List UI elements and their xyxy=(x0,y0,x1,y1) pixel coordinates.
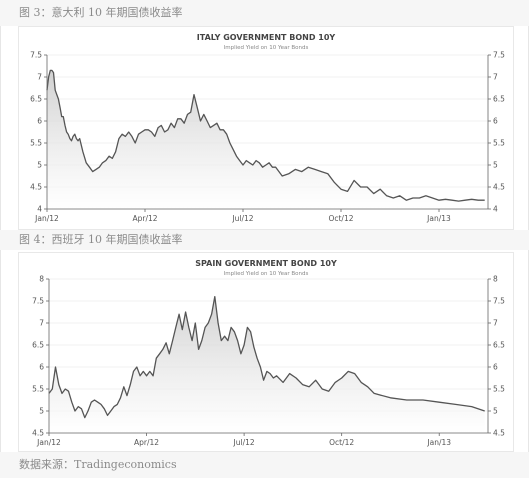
spain-chart-frame: SPAIN GOVERNMENT BOND 10Y Implied Yield o… xyxy=(18,252,514,452)
y-tick-label-left: 6.5 xyxy=(30,95,42,104)
y-tick-label-left: 7.5 xyxy=(32,297,44,306)
y-tick-label-right: 8 xyxy=(493,275,498,284)
chart-title: ITALY GOVERNMENT BOND 10Y xyxy=(197,33,336,42)
source-note: 数据来源：Tradingeconomics xyxy=(0,452,529,478)
y-tick-label-right: 5 xyxy=(493,407,498,416)
x-tick-label: Jan/13 xyxy=(426,438,451,447)
yield-line xyxy=(46,69,485,202)
y-tick-label-right: 4.5 xyxy=(493,183,505,192)
yield-area xyxy=(47,70,485,210)
figure-3-caption: 图 3：意大利 10 年期国债收益率 xyxy=(0,0,529,26)
y-tick-label-left: 7.5 xyxy=(30,51,42,60)
y-tick-label-right: 5 xyxy=(493,161,498,170)
x-tick-label: Jan/12 xyxy=(36,438,61,447)
y-tick-label-left: 8 xyxy=(39,275,44,284)
y-tick-label-left: 5 xyxy=(37,161,42,170)
spain-bond-chart: SPAIN GOVERNMENT BOND 10Y Implied Yield o… xyxy=(32,259,505,447)
italy-bond-chart: ITALY GOVERNMENT BOND 10Y Implied Yield o… xyxy=(30,33,505,223)
x-tick-label: Apr/12 xyxy=(132,214,157,223)
y-tick-label-right: 6.5 xyxy=(493,341,505,350)
x-tick-label: Jan/12 xyxy=(34,214,59,223)
x-tick-label: Oct/12 xyxy=(328,214,353,223)
y-tick-label-left: 6 xyxy=(39,363,44,372)
chart-subtitle: Implied Yield on 10 Year Bonds xyxy=(224,45,309,51)
y-tick-label-left: 7 xyxy=(37,73,42,82)
y-tick-label-left: 5.5 xyxy=(32,385,44,394)
x-tick-label: Apr/12 xyxy=(134,438,159,447)
x-tick-label: Oct/12 xyxy=(329,438,354,447)
y-tick-label-left: 4 xyxy=(37,205,42,214)
italy-chart-frame: ITALY GOVERNMENT BOND 10Y Implied Yield o… xyxy=(18,26,514,230)
y-tick-label-left: 5.5 xyxy=(30,139,42,148)
y-tick-label-left: 6 xyxy=(37,117,42,126)
y-tick-label-right: 6 xyxy=(493,117,498,126)
y-tick-label-right: 6.5 xyxy=(493,95,505,104)
y-tick-label-right: 5.5 xyxy=(493,385,505,394)
chart-subtitle: Implied Yield on 10 Year Bonds xyxy=(224,271,309,277)
x-tick-label: Jul/12 xyxy=(233,438,255,447)
x-tick-label: Jan/13 xyxy=(426,214,451,223)
y-tick-label-right: 6 xyxy=(493,363,498,372)
y-tick-label-right: 4.5 xyxy=(493,429,505,438)
chart-title: SPAIN GOVERNMENT BOND 10Y xyxy=(195,259,337,268)
y-tick-label-right: 5.5 xyxy=(493,139,505,148)
y-tick-label-left: 6.5 xyxy=(32,341,44,350)
yield-line xyxy=(48,295,485,419)
y-tick-label-left: 4.5 xyxy=(30,183,42,192)
y-tick-label-right: 7 xyxy=(493,319,498,328)
y-tick-label-left: 4.5 xyxy=(32,429,44,438)
y-tick-label-right: 7.5 xyxy=(493,51,505,60)
figure-4-caption: 图 4：西班牙 10 年期国债收益率 xyxy=(0,230,529,250)
y-tick-label-left: 7 xyxy=(39,319,44,328)
y-tick-label-right: 7.5 xyxy=(493,297,505,306)
y-tick-label-left: 5 xyxy=(39,407,44,416)
y-tick-label-right: 7 xyxy=(493,73,498,82)
y-tick-label-right: 4 xyxy=(493,205,498,214)
yield-area xyxy=(49,296,485,433)
x-tick-label: Jul/12 xyxy=(231,214,253,223)
